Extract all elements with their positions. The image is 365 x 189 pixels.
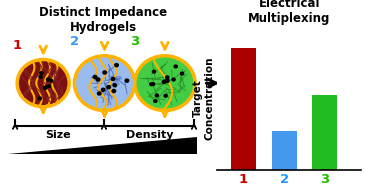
Circle shape	[163, 94, 168, 98]
Circle shape	[149, 82, 154, 86]
Circle shape	[124, 78, 130, 83]
Circle shape	[43, 86, 47, 90]
Text: 1: 1	[13, 39, 22, 52]
Circle shape	[114, 63, 119, 67]
Bar	[272, 131, 297, 170]
Text: 2: 2	[70, 35, 79, 48]
Circle shape	[111, 89, 116, 93]
Bar	[312, 95, 337, 170]
Circle shape	[38, 96, 42, 101]
Circle shape	[46, 77, 50, 81]
Y-axis label: Target
Concentration: Target Concentration	[193, 57, 214, 140]
Circle shape	[171, 77, 176, 82]
Bar	[231, 48, 256, 170]
Title: Electrical
Multiplexing: Electrical Multiplexing	[248, 0, 330, 25]
Circle shape	[49, 79, 53, 83]
Text: 3: 3	[130, 35, 139, 48]
Circle shape	[47, 84, 51, 88]
Polygon shape	[8, 137, 197, 154]
Circle shape	[154, 93, 159, 98]
Circle shape	[165, 79, 170, 83]
Circle shape	[173, 64, 178, 69]
Text: Density: Density	[126, 130, 173, 140]
Circle shape	[97, 91, 102, 96]
Circle shape	[96, 77, 100, 82]
Text: Distinct Impedance
Hydrogels: Distinct Impedance Hydrogels	[39, 6, 168, 34]
Circle shape	[44, 85, 49, 89]
Circle shape	[106, 85, 111, 89]
Circle shape	[165, 78, 169, 82]
Circle shape	[102, 70, 107, 75]
Circle shape	[165, 75, 169, 79]
Circle shape	[162, 80, 166, 84]
Circle shape	[17, 60, 69, 107]
Circle shape	[153, 99, 158, 103]
Circle shape	[135, 56, 195, 111]
Circle shape	[112, 83, 117, 88]
Text: Size: Size	[45, 130, 70, 140]
Circle shape	[92, 75, 97, 79]
Circle shape	[39, 71, 44, 75]
Circle shape	[111, 77, 115, 81]
Circle shape	[101, 88, 106, 92]
Circle shape	[162, 80, 167, 84]
Circle shape	[180, 71, 184, 76]
Circle shape	[151, 82, 155, 86]
Circle shape	[38, 75, 43, 79]
Circle shape	[74, 56, 135, 111]
Circle shape	[152, 70, 156, 74]
